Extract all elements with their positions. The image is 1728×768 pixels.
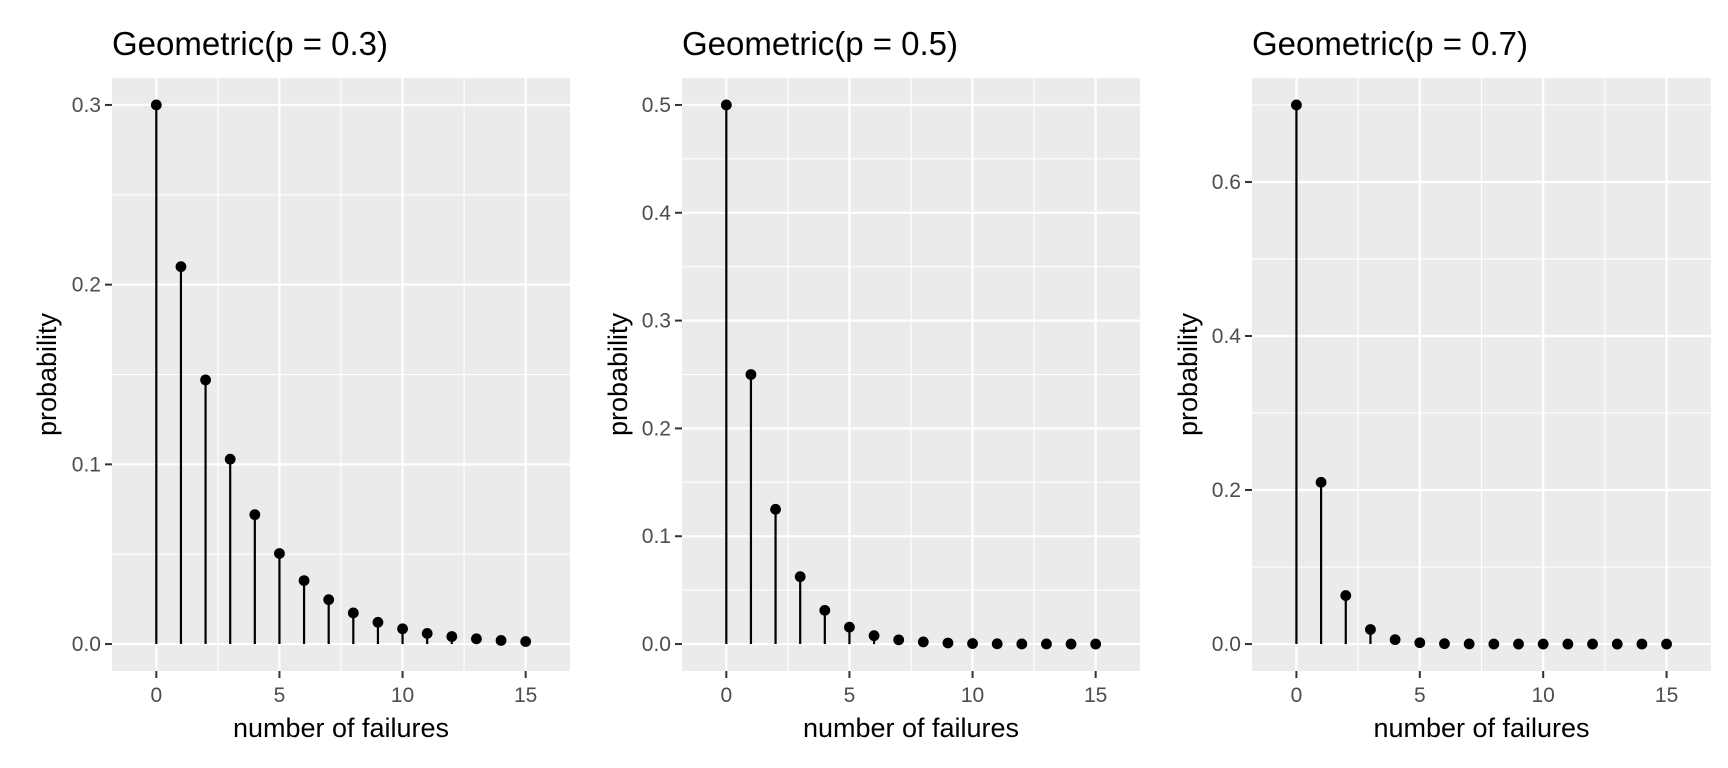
- point-x0: [720, 99, 732, 111]
- x-tick-label: 15: [1655, 684, 1678, 707]
- x-tick-label: 5: [844, 684, 856, 707]
- point-x8: [1488, 638, 1500, 650]
- y-tick-label: 0.1: [72, 453, 101, 476]
- point-x11: [991, 638, 1003, 650]
- point-x10: [967, 638, 978, 649]
- point-x7: [893, 634, 905, 646]
- y-tick-label: 0.0: [642, 633, 671, 656]
- y-tick-label: 0.0: [1212, 633, 1241, 656]
- panel-title: Geometric(p = 0.5): [682, 25, 958, 62]
- point-x12: [1587, 638, 1598, 650]
- x-tick-label: 10: [961, 684, 984, 707]
- point-x3: [224, 453, 236, 465]
- point-x4: [1389, 634, 1401, 646]
- point-x3: [1365, 624, 1376, 635]
- x-tick-label: 15: [1084, 684, 1107, 707]
- y-tick-label: 0.5: [642, 94, 671, 117]
- point-x3: [794, 571, 806, 583]
- point-x12: [1016, 638, 1028, 650]
- x-tick-label: 10: [1532, 684, 1555, 707]
- y-axis-title: probability: [32, 312, 62, 436]
- point-x8: [917, 636, 929, 648]
- y-tick-label: 0.4: [1212, 325, 1242, 348]
- y-tick-label: 0.2: [72, 274, 101, 297]
- point-x2: [1340, 590, 1352, 601]
- point-x5: [274, 548, 285, 559]
- point-x1: [745, 369, 757, 380]
- y-axis-title: probability: [1173, 312, 1203, 436]
- point-x2: [200, 374, 211, 386]
- point-x13: [1041, 638, 1052, 650]
- point-x4: [249, 509, 261, 521]
- point-x1: [175, 261, 187, 273]
- panel-3: 0.0 0.2 0.4 0.6 0 5 10 15 Geometric(p = 0.7) numb…: [1173, 25, 1711, 743]
- x-tick-label: 0: [1291, 684, 1303, 707]
- panel-title: Geometric(p = 0.3): [112, 25, 388, 62]
- x-axis-title: number of failures: [233, 713, 449, 743]
- point-x15: [1090, 638, 1102, 650]
- y-tick-label: 0.3: [642, 310, 671, 333]
- point-x14: [495, 635, 507, 646]
- point-x9: [372, 616, 384, 628]
- point-x6: [868, 630, 880, 642]
- point-x12: [446, 631, 458, 642]
- x-tick-label: 0: [150, 684, 162, 707]
- y-tick-label: 0.6: [1212, 171, 1241, 194]
- panel-1: 0.0 0.1 0.2 0.3 0 5 10 15 Geometric(p = 0.3) numb…: [32, 25, 570, 743]
- y-tick-label: 0.3: [72, 94, 101, 117]
- point-x1: [1315, 476, 1327, 488]
- y-tick-label: 0.0: [72, 633, 101, 656]
- point-x11: [421, 628, 433, 639]
- point-x10: [397, 623, 408, 635]
- panel-2: 0.0 0.1 0.2 0.3 0.4 0.5 0 5 10 15 Geometric(p = 0.…: [603, 25, 1140, 743]
- point-x2: [770, 503, 781, 515]
- y-tick-label: 0.2: [642, 417, 671, 440]
- point-x7: [323, 594, 335, 606]
- x-tick-label: 0: [720, 684, 732, 707]
- point-x0: [150, 99, 162, 111]
- point-x13: [471, 633, 482, 645]
- y-tick-label: 0.4: [642, 202, 672, 225]
- point-x9: [1513, 638, 1524, 650]
- point-x11: [1562, 638, 1574, 650]
- panel-title: Geometric(p = 0.7): [1252, 25, 1528, 62]
- point-x15: [520, 636, 532, 647]
- point-x5: [844, 621, 855, 633]
- point-x9: [942, 637, 954, 649]
- point-x13: [1611, 638, 1623, 650]
- y-tick-label: 0.1: [642, 525, 671, 548]
- point-x4: [819, 604, 831, 616]
- x-tick-label: 5: [1414, 684, 1426, 707]
- y-tick-label: 0.2: [1212, 479, 1241, 502]
- point-x8: [347, 607, 359, 619]
- point-x5: [1414, 637, 1426, 649]
- x-axis-title: number of failures: [803, 713, 1019, 743]
- x-tick-label: 10: [391, 684, 414, 707]
- point-x6: [298, 575, 310, 587]
- point-x14: [1636, 638, 1648, 650]
- x-tick-label: 15: [514, 684, 537, 707]
- y-axis-title: probability: [603, 312, 633, 436]
- point-x10: [1537, 638, 1549, 650]
- point-x6: [1439, 638, 1450, 650]
- x-axis-title: number of failures: [1373, 713, 1589, 743]
- point-x15: [1661, 638, 1672, 650]
- x-tick-label: 5: [274, 684, 286, 707]
- point-x0: [1291, 99, 1302, 111]
- point-x14: [1065, 638, 1077, 650]
- point-x7: [1463, 638, 1475, 650]
